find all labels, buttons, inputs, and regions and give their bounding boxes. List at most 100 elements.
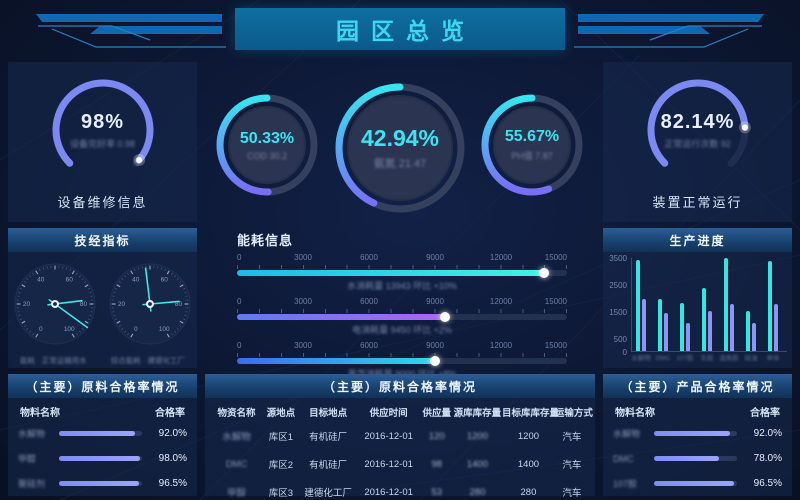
table-cell: 2016-12-01 bbox=[364, 430, 413, 442]
table-row: 水解物 92.0% bbox=[8, 421, 197, 446]
rate-value: 92.0% bbox=[158, 428, 187, 439]
table-cell: 120 bbox=[428, 430, 445, 442]
table-cell: 280 bbox=[469, 486, 486, 498]
scale-label: 3000 bbox=[294, 253, 312, 262]
scale-label: 3000 bbox=[294, 341, 312, 350]
material-name-header: 物料名称 bbox=[615, 408, 655, 419]
table-row: DMC 78.0% bbox=[603, 446, 792, 471]
dial-face: 0 20 40 60 80 100 bbox=[109, 263, 191, 345]
table-row: 聚硅剂 96.5% bbox=[8, 471, 197, 496]
slider-fill bbox=[237, 358, 435, 364]
slider-track bbox=[237, 356, 567, 366]
raw-material-rows: 水解物 92.0% 甲醇 98.0% 聚硅剂 96.5% bbox=[8, 421, 197, 496]
product-rate-title: （主要）产品合格率情况 bbox=[603, 374, 792, 398]
dial-2-caption: 综合能耗 · 建德化工厂 bbox=[110, 356, 185, 365]
scale-label: 3000 bbox=[294, 297, 312, 306]
rate-bar-fill bbox=[59, 456, 141, 461]
slider-knob[interactable] bbox=[439, 312, 450, 322]
product-rate-panel: （主要）产品合格率情况 物料名称 合格率 水解物 92.0% DMC 78.0% 107… bbox=[603, 374, 792, 496]
x-axis-label: 单体 bbox=[766, 355, 780, 362]
material-name: 聚硅剂 bbox=[18, 479, 46, 489]
column-header: 供应量 bbox=[422, 408, 452, 419]
bar bbox=[680, 302, 684, 351]
column-header: 源地点 bbox=[266, 408, 296, 419]
bar bbox=[708, 310, 712, 351]
table-cell: 280 bbox=[520, 486, 537, 498]
rate-bar-fill bbox=[654, 431, 731, 436]
progress-ring bbox=[481, 94, 583, 196]
scale-label: 12000 bbox=[489, 341, 513, 350]
scale-label: 12000 bbox=[489, 297, 513, 306]
table-cell: 1400 bbox=[466, 458, 488, 470]
x-axis-label: 107胶 bbox=[676, 355, 694, 362]
bar bbox=[746, 310, 750, 351]
scale-label: 15000 bbox=[544, 297, 567, 306]
bar bbox=[774, 304, 778, 351]
rate-value: 96.5% bbox=[753, 478, 782, 489]
table-cell: DMC bbox=[225, 458, 248, 470]
scale-label: 6000 bbox=[360, 297, 378, 306]
table-cell: 汽车 bbox=[562, 432, 582, 443]
bar bbox=[686, 322, 690, 351]
rate-bar bbox=[59, 481, 142, 486]
energy-info-section: 能耗信息 0 3000 6000 9000 12000 15000 水消耗量 13943 环… bbox=[237, 230, 567, 385]
scale-label: 0 bbox=[237, 341, 242, 350]
tech-indicators-panel: 技经指标 0 20 40 60 80 100 0 20 40 60 80 100 能耗 · 正常运输… bbox=[8, 228, 197, 368]
pass-rate-header: 合格率 bbox=[155, 408, 185, 419]
slider-knob[interactable] bbox=[538, 268, 549, 278]
page-title-banner: 园区总览 bbox=[235, 8, 565, 50]
table-cell: 建德化工厂 bbox=[304, 488, 352, 499]
scale-label: 9000 bbox=[426, 341, 444, 350]
gauge-arc bbox=[51, 79, 153, 181]
column-header: 物资名称 bbox=[217, 408, 256, 419]
rate-bar bbox=[654, 431, 737, 436]
production-progress-title: 生产进度 bbox=[603, 228, 792, 252]
rate-bar bbox=[59, 431, 142, 436]
slider-fill bbox=[237, 314, 445, 320]
slider-fill bbox=[237, 270, 544, 276]
svg-text:60: 60 bbox=[160, 277, 168, 284]
slider-scale: 0 3000 6000 9000 12000 15000 bbox=[237, 341, 567, 352]
gauge-arc bbox=[647, 79, 751, 181]
slider-tick-marks bbox=[237, 353, 567, 357]
tech-indicators-title: 技经指标 bbox=[8, 228, 197, 252]
bar bbox=[752, 322, 756, 351]
scale-label: 6000 bbox=[360, 253, 378, 262]
header-decor-right bbox=[570, 4, 792, 50]
x-axis-label: 硅油 bbox=[744, 355, 758, 362]
table-cell: 2016-12-01 bbox=[364, 458, 413, 470]
normal-run-gauge: 82.14% 正常运行次数 92 bbox=[638, 70, 758, 190]
bar bbox=[636, 259, 640, 351]
rate-bar-fill bbox=[654, 481, 735, 486]
header-decor-left bbox=[8, 4, 230, 50]
supply-table-grid: 物资名称 源地点 目标地点 供应时间 供应量 源库库存量 目标库库存量 运输方式 水解物 库区1 有… bbox=[205, 398, 595, 500]
x-axis-label: 混炼胶 bbox=[719, 355, 739, 362]
y-axis-tick: 500 bbox=[613, 334, 627, 344]
column-header: 源库库存量 bbox=[453, 408, 502, 419]
table-cell: 有机硅厂 bbox=[309, 460, 348, 471]
column-header: 目标地点 bbox=[309, 408, 348, 419]
table-cell: 库区2 bbox=[268, 460, 294, 471]
rate-bar bbox=[654, 481, 737, 486]
material-name: DMC bbox=[613, 453, 634, 464]
table-cell: 汽车 bbox=[562, 460, 582, 471]
slider-track bbox=[237, 268, 567, 278]
scale-label: 9000 bbox=[426, 297, 444, 306]
pass-rate-header: 合格率 bbox=[750, 408, 780, 419]
table-cell: 库区3 bbox=[268, 488, 294, 499]
table-row: 107胶 96.5% bbox=[603, 471, 792, 496]
scale-label: 15000 bbox=[544, 253, 567, 262]
slider-knob[interactable] bbox=[430, 356, 440, 366]
bar bbox=[724, 258, 728, 351]
energy-slider-row: 0 3000 6000 9000 12000 15000 水消耗量 13943 环比 +10… bbox=[237, 253, 567, 292]
scale-label: 0 bbox=[237, 297, 242, 306]
y-axis-tick: 3500 bbox=[609, 254, 627, 263]
y-axis-tick: 1500 bbox=[609, 307, 627, 317]
rate-bar bbox=[654, 456, 737, 461]
energy-info-title: 能耗信息 bbox=[237, 233, 294, 248]
svg-text:80: 80 bbox=[80, 301, 88, 308]
ph-ring: 55.67% PH值 7.87 bbox=[480, 93, 584, 197]
slider-tick-marks bbox=[237, 265, 567, 269]
svg-text:60: 60 bbox=[66, 277, 74, 284]
